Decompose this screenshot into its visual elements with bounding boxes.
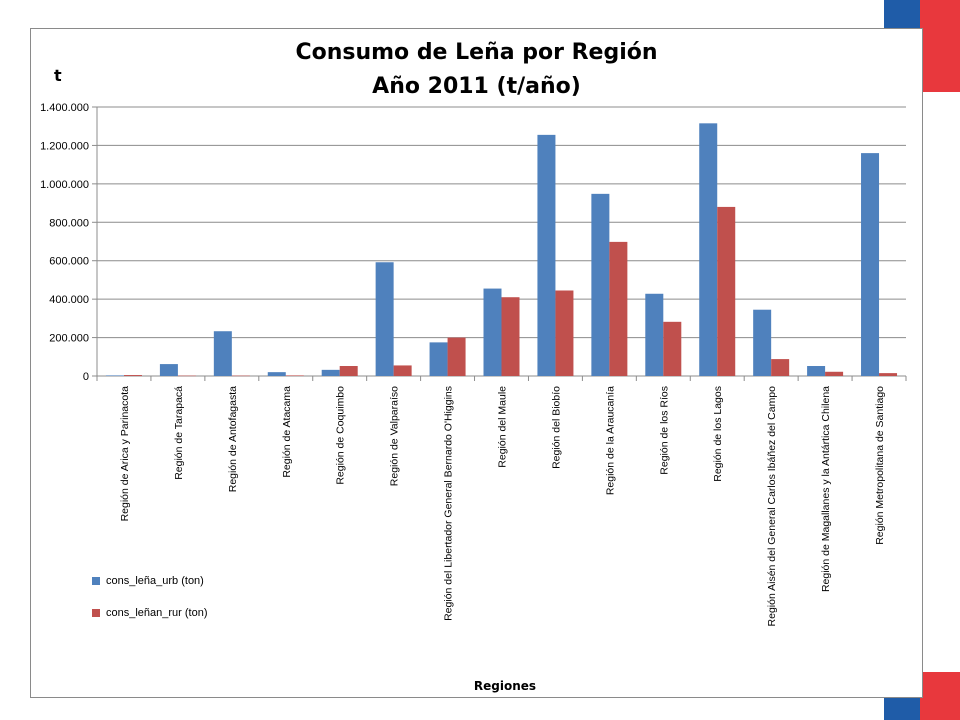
bar-rural-0	[123, 375, 142, 376]
bar-rural-8	[555, 290, 574, 376]
x-tick-label-3: Región de Atacama	[281, 386, 293, 478]
legend-item-rural: cons_leñan_rur (ton)	[92, 604, 208, 622]
bar-urban-5	[375, 262, 394, 376]
bar-rural-14	[879, 373, 898, 376]
legend-item-urban: cons_leña_urb (ton)	[92, 572, 208, 590]
bar-urban-3	[267, 372, 286, 376]
bar-urban-4	[321, 369, 340, 376]
bar-rural-3	[285, 375, 304, 376]
bar-urban-9	[591, 193, 610, 376]
legend: cons_leña_urb (ton) cons_leñan_rur (ton)	[92, 572, 208, 636]
y-tick-label-2: 400.000	[49, 294, 89, 306]
chart-title-line-2: Año 2011 (t/año)	[372, 74, 581, 99]
x-tick-label-11: Región de los Lagos	[712, 386, 724, 482]
x-tick-label-10: Región de los Ríos	[658, 386, 670, 475]
bar-urban-11	[699, 123, 718, 376]
y-tick-label-0: 0	[83, 371, 89, 383]
bar-rural-4	[339, 366, 358, 376]
x-tick-label-7: Región del Maule	[497, 386, 509, 468]
bar-urban-1	[159, 364, 178, 376]
bar-rural-2	[231, 375, 250, 377]
x-tick-label-14: Región Metropolitana de Santiago	[874, 386, 886, 545]
bar-rural-12	[771, 359, 790, 376]
x-axis-label: Regiones	[473, 679, 537, 693]
bar-urban-7	[483, 288, 502, 376]
y-axis-label: t	[54, 66, 62, 85]
bar-urban-12	[753, 309, 772, 376]
flag-stripe-red-top	[920, 0, 960, 92]
bar-urban-8	[537, 134, 556, 376]
x-tick-label-1: Región de Tarapacá	[173, 386, 185, 480]
x-tick-label-0: Región de Arica y Parinacota	[119, 386, 131, 522]
bar-urban-14	[861, 153, 880, 376]
bar-rural-10	[663, 321, 682, 376]
chart-title-line-1: Consumo de Leña por Región	[295, 40, 658, 65]
bar-rural-7	[501, 297, 520, 376]
y-tick-label-3: 600.000	[49, 256, 89, 268]
y-tick-label-6: 1.200.000	[40, 140, 89, 152]
x-tick-label-13: Región de Magallanes y la Antártica Chil…	[820, 386, 832, 592]
flag-stripe-red-bottom	[920, 672, 960, 720]
bar-rural-1	[177, 375, 196, 377]
x-tick-label-6: Región del Libertador General Bernardo O…	[443, 386, 455, 621]
x-tick-label-4: Región de Coquimbo	[335, 386, 347, 485]
bar-urban-10	[645, 293, 664, 376]
legend-label-urban: cons_leña_urb (ton)	[106, 575, 204, 587]
bar-rural-9	[609, 241, 628, 376]
bar-urban-0	[105, 375, 124, 376]
y-tick-label-7: 1.400.000	[40, 102, 89, 114]
bar-rural-11	[717, 206, 736, 376]
x-tick-label-2: Región de Antofagasta	[227, 386, 239, 492]
x-tick-label-8: Región del Biobío	[550, 386, 562, 469]
bar-urban-6	[429, 342, 448, 376]
y-tick-label-4: 800.000	[49, 217, 89, 229]
y-tick-label-1: 200.000	[49, 333, 89, 345]
bar-urban-2	[213, 331, 232, 376]
bar-urban-13	[807, 366, 826, 376]
bar-rural-13	[825, 371, 844, 376]
legend-swatch-rural	[92, 609, 100, 617]
bar-rural-6	[447, 337, 466, 376]
x-tick-label-12: Región Aisén del General Carlos Ibáñez d…	[766, 386, 778, 627]
bar-rural-5	[393, 365, 412, 376]
x-tick-label-5: Región de Valparaíso	[389, 386, 401, 486]
x-tick-label-9: Región de la Araucanía	[604, 386, 616, 495]
legend-label-rural: cons_leñan_rur (ton)	[106, 607, 208, 619]
y-tick-label-5: 1.000.000	[40, 179, 89, 191]
legend-swatch-urban	[92, 577, 100, 585]
